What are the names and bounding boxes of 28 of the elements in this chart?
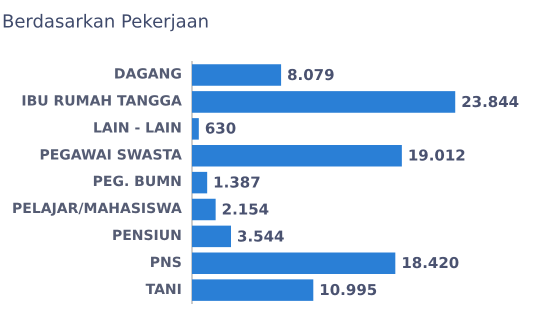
bar xyxy=(192,91,456,113)
data-label: 1.387 xyxy=(213,173,261,192)
y-tick-label: TANI xyxy=(146,282,182,298)
bar xyxy=(192,118,199,140)
y-tick-label: LAIN - LAIN xyxy=(92,120,182,136)
bar xyxy=(192,172,208,194)
y-tick-label: PELAJAR/MAHASISWA xyxy=(12,201,182,218)
data-label: 2.154 xyxy=(222,200,270,218)
y-tick-label: PENSIUN xyxy=(112,228,182,244)
data-label: 8.079 xyxy=(287,66,335,84)
bar xyxy=(192,252,396,274)
y-tick-label: IBU RUMAH TANGGA xyxy=(21,94,182,110)
y-tick-label: PNS xyxy=(150,254,182,271)
y-tick-label: PEGAWAI SWASTA xyxy=(39,147,182,164)
bar xyxy=(192,64,282,86)
data-label: 630 xyxy=(204,120,236,138)
bar xyxy=(192,144,402,166)
y-tick-label: PEG. BUMN xyxy=(92,174,182,190)
data-label: 23.844 xyxy=(461,92,520,111)
data-label: 3.544 xyxy=(237,227,284,246)
data-label: 18.420 xyxy=(401,254,460,272)
data-label: 19.012 xyxy=(408,146,466,165)
bar xyxy=(192,226,232,248)
bar xyxy=(192,279,314,301)
data-label: 10.995 xyxy=(319,281,378,300)
y-tick-label: DAGANG xyxy=(114,66,182,83)
bar xyxy=(192,198,216,220)
chart-title: Berdasarkan Pekerjaan xyxy=(2,11,210,32)
